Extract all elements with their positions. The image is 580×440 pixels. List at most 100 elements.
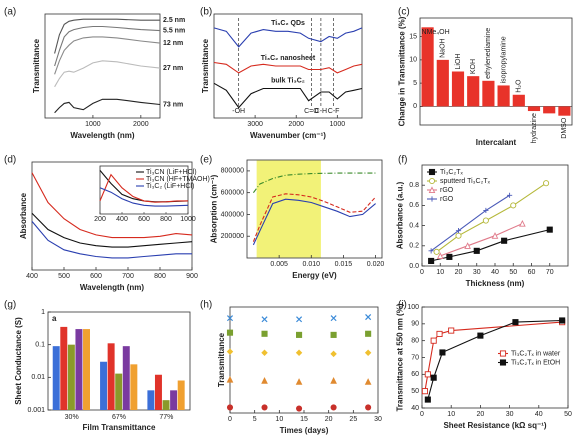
x-tick-label: 10 bbox=[436, 269, 444, 276]
category-label: isopropylamine bbox=[500, 36, 507, 83]
y-axis-label: Absorption (cm⁻¹) bbox=[209, 174, 218, 243]
marker bbox=[296, 316, 303, 323]
marker bbox=[464, 242, 471, 249]
y-tick-label: 600000 bbox=[221, 190, 244, 197]
marker bbox=[424, 396, 431, 403]
y-tick-label: 200000 bbox=[221, 233, 244, 240]
marker bbox=[295, 378, 303, 385]
marker bbox=[330, 404, 337, 411]
x-tick-label: 1000 bbox=[180, 216, 196, 223]
marker bbox=[226, 315, 234, 322]
bar bbox=[436, 59, 449, 107]
y-tick-label: 1 bbox=[41, 309, 45, 316]
bar bbox=[162, 400, 170, 410]
category-label: NaOH bbox=[440, 38, 447, 57]
bar bbox=[122, 346, 130, 410]
legend-label: bulk Ti₃C₂ bbox=[271, 77, 305, 84]
highlight-band bbox=[256, 160, 321, 258]
legend-label: Ti₃CN (HF+TMAOH) bbox=[146, 176, 210, 183]
legend-label: 27 nm bbox=[163, 65, 183, 72]
bar bbox=[497, 85, 510, 107]
legend-label: Ti₃C₂ (LiF+HCl) bbox=[146, 183, 194, 190]
x-tick-label: 77% bbox=[159, 414, 173, 421]
y-tick-label: 100 bbox=[407, 304, 419, 311]
series-line bbox=[430, 194, 510, 252]
plot-frame bbox=[246, 159, 383, 259]
x-tick-label: 2000 bbox=[288, 121, 304, 128]
x-tick-label: 400 bbox=[26, 273, 38, 280]
panel-label: (f) bbox=[398, 155, 407, 166]
marker bbox=[446, 253, 453, 260]
bar bbox=[467, 76, 480, 107]
series-line bbox=[31, 172, 193, 239]
bar bbox=[543, 106, 556, 114]
y-tick-label: 800000 bbox=[221, 168, 244, 175]
marker bbox=[428, 177, 436, 185]
y-tick-label: 90 bbox=[411, 321, 419, 328]
x-tick-label: 20 bbox=[477, 411, 485, 418]
y-tick-label: 40 bbox=[411, 405, 419, 412]
marker bbox=[501, 237, 508, 244]
marker bbox=[261, 349, 268, 356]
y-tick-label: 0.8 bbox=[409, 182, 419, 189]
marker bbox=[226, 404, 234, 411]
panel-label: (g) bbox=[4, 300, 16, 311]
x-tick-label: 10 bbox=[275, 416, 283, 423]
y-tick-label: 0.01 bbox=[31, 374, 45, 381]
x-tick-label: 20 bbox=[325, 416, 333, 423]
legend-label: Ti₃C₂Tₓ in EtOH bbox=[511, 359, 560, 366]
marker bbox=[455, 232, 462, 239]
x-tick-label: 0 bbox=[420, 411, 424, 418]
legend-label: Ti₃C₂Tₓ bbox=[440, 169, 463, 176]
legend-label: sputterd Ti₃C₂Tₓ bbox=[440, 178, 491, 185]
plot-frame bbox=[31, 161, 193, 271]
legend-label: rGO bbox=[440, 187, 454, 194]
category-label: LiOH bbox=[455, 54, 462, 70]
marker bbox=[428, 248, 434, 254]
series-line bbox=[54, 18, 160, 54]
x-tick-label: 1000 bbox=[85, 121, 101, 128]
marker bbox=[261, 330, 268, 337]
x-tick-label: 800 bbox=[160, 216, 172, 223]
y-axis-label: Transmittance at 550 nm (%) bbox=[396, 303, 405, 411]
x-axis-label: Wavelength (nm) bbox=[70, 131, 134, 140]
marker bbox=[510, 202, 517, 209]
x-tick-label: 5 bbox=[253, 416, 257, 423]
bar bbox=[482, 80, 495, 107]
x-tick-label: 15 bbox=[300, 416, 308, 423]
x-tick-label: 10 bbox=[447, 411, 455, 418]
x-tick-label: 700 bbox=[122, 273, 134, 280]
category-label: hydrazine bbox=[531, 113, 538, 143]
series-line bbox=[54, 36, 161, 75]
bar bbox=[170, 390, 178, 410]
marker bbox=[428, 257, 435, 265]
marker bbox=[477, 332, 484, 339]
marker bbox=[448, 327, 455, 334]
marker bbox=[365, 330, 372, 337]
x-tick-label: 40 bbox=[535, 411, 543, 418]
panel-label: (c) bbox=[398, 7, 410, 18]
marker bbox=[261, 316, 268, 323]
series-line bbox=[54, 25, 161, 67]
series-line bbox=[213, 82, 363, 109]
x-axis-label: Wavelength (nm) bbox=[80, 283, 144, 292]
marker bbox=[330, 315, 337, 322]
y-tick-label: 0.001 bbox=[27, 407, 45, 414]
series-line bbox=[54, 60, 161, 88]
marker bbox=[261, 404, 268, 411]
bar bbox=[130, 364, 138, 410]
bar bbox=[67, 344, 75, 410]
marker bbox=[330, 331, 337, 338]
plot-frame bbox=[419, 17, 573, 126]
marker bbox=[421, 388, 428, 395]
y-tick-label: 0.6 bbox=[409, 202, 419, 209]
x-axis-label: Wavenumber (cm⁻¹) bbox=[250, 131, 326, 140]
marker bbox=[546, 226, 553, 233]
marker bbox=[430, 374, 437, 381]
series-line bbox=[54, 98, 161, 114]
marker bbox=[424, 371, 431, 378]
category-label: H₂O bbox=[516, 79, 523, 93]
annotation: -OH bbox=[232, 108, 245, 115]
marker bbox=[226, 329, 234, 336]
